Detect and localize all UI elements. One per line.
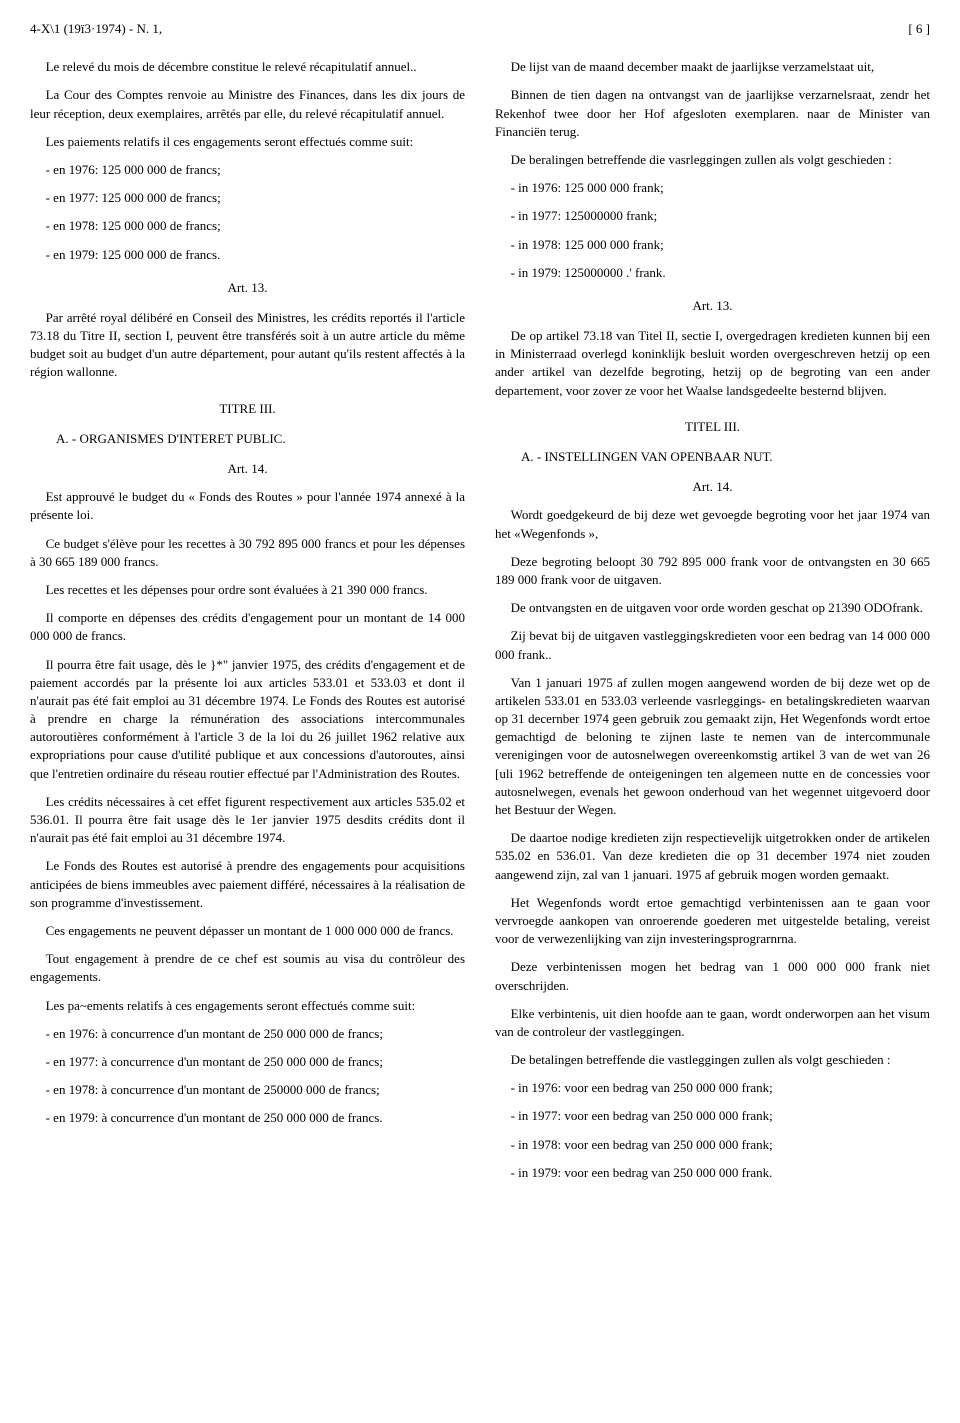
nl-p13: Elke verbintenis, uit dien hoofde aan te… [495,1005,930,1041]
nl-list1-0: - in 1976: 125 000 000 frank; [495,179,930,197]
fr-p8: Il comporte en dépenses des crédits d'en… [30,609,465,645]
fr-p5: Est approuvé le budget du « Fonds des Ro… [30,488,465,524]
fr-p7: Les recettes et les dépenses pour ordre … [30,581,465,599]
nl-art13-heading: Art. 13. [495,297,930,315]
fr-p14: Les pa~ements relatifs à ces engagements… [30,997,465,1015]
fr-titre3: TITRE III. [30,400,465,418]
nl-p2: Binnen de tien dagen na ontvangst van de… [495,86,930,141]
nl-art14-heading: Art. 14. [495,478,930,496]
nl-list2-3: - in 1979: voor een bedrag van 250 000 0… [495,1164,930,1182]
column-dutch: De lijst van de maand december maakt de … [495,58,930,1192]
fr-section-a: A. - ORGANISMES D'INTERET PUBLIC. [30,430,465,448]
nl-p5: Wordt goedgekeurd de bij deze wet gevoeg… [495,506,930,542]
fr-p10: Les crédits nécessaires à cet effet figu… [30,793,465,848]
nl-p4: De op artikel 73.18 van Titel II, sectie… [495,327,930,400]
fr-p1: Le relevé du mois de décembre constitue … [30,58,465,76]
nl-titel3: TITEL III. [495,418,930,436]
fr-p4: Par arrêté royal délibéré en Conseil des… [30,309,465,382]
main-columns: Le relevé du mois de décembre constitue … [30,58,930,1192]
page-header: 4-X\1 (19ï3·1974) - N. 1, [ 6 ] [30,20,930,38]
nl-p11: Het Wegenfonds wordt ertoe gemachtigd ve… [495,894,930,949]
fr-art13-heading: Art. 13. [30,279,465,297]
fr-p2: La Cour des Comptes renvoie au Ministre … [30,86,465,122]
fr-p9: Il pourra être fait usage, dès le }*" ja… [30,656,465,783]
nl-section-a: A. - INSTELLINGEN VAN OPENBAAR NUT. [495,448,930,466]
nl-list1-3: - in 1979: 125000000 .' frank. [495,264,930,282]
nl-p9: Van 1 januari 1975 af zullen mogen aange… [495,674,930,820]
header-right: [ 6 ] [908,20,930,38]
nl-p3: De beralingen betreffende die vasrleggin… [495,151,930,169]
nl-p1: De lijst van de maand december maakt de … [495,58,930,76]
nl-list2-2: - in 1978: voor een bedrag van 250 000 0… [495,1136,930,1154]
nl-p6: Deze begroting beloopt 30 792 895 000 fr… [495,553,930,589]
fr-list1-1: - en 1977: 125 000 000 de francs; [30,189,465,207]
fr-list2-1: - en 1977: à concurrence d'un montant de… [30,1053,465,1071]
fr-p13: Tout engagement à prendre de ce chef est… [30,950,465,986]
nl-p10: De daartoe nodige kredieten zijn respect… [495,829,930,884]
fr-list2-3: - en 1979: à concurrence d'un montant de… [30,1109,465,1127]
nl-p7: De ontvangsten en de uitgaven voor orde … [495,599,930,617]
fr-art14-heading: Art. 14. [30,460,465,478]
fr-p11: Le Fonds des Routes est autorisé à prend… [30,857,465,912]
nl-list2-0: - in 1976: voor een bedrag van 250 000 0… [495,1079,930,1097]
fr-list1-2: - en 1978: 125 000 000 de francs; [30,217,465,235]
fr-list1-3: - en 1979: 125 000 000 de francs. [30,246,465,264]
nl-p8: Zij bevat bij de uitgaven vastleggingskr… [495,627,930,663]
fr-list2-0: - en 1976: à concurrence d'un montant de… [30,1025,465,1043]
nl-list1-2: - in 1978: 125 000 000 frank; [495,236,930,254]
fr-list1-0: - en 1976: 125 000 000 de francs; [30,161,465,179]
header-left: 4-X\1 (19ï3·1974) - N. 1, [30,20,162,38]
fr-p12: Ces engagements ne peuvent dépasser un m… [30,922,465,940]
fr-list2-2: - en 1978: à concurrence d'un montant de… [30,1081,465,1099]
nl-list2-1: - in 1977: voor een bedrag van 250 000 0… [495,1107,930,1125]
nl-p14: De betalingen betreffende die vastleggin… [495,1051,930,1069]
nl-list1-1: - in 1977: 125000000 frank; [495,207,930,225]
fr-p3: Les paiements relatifs il ces engagement… [30,133,465,151]
nl-p12: Deze verbintenissen mogen het bedrag van… [495,958,930,994]
column-french: Le relevé du mois de décembre constitue … [30,58,465,1192]
fr-p6: Ce budget s'élève pour les recettes à 30… [30,535,465,571]
